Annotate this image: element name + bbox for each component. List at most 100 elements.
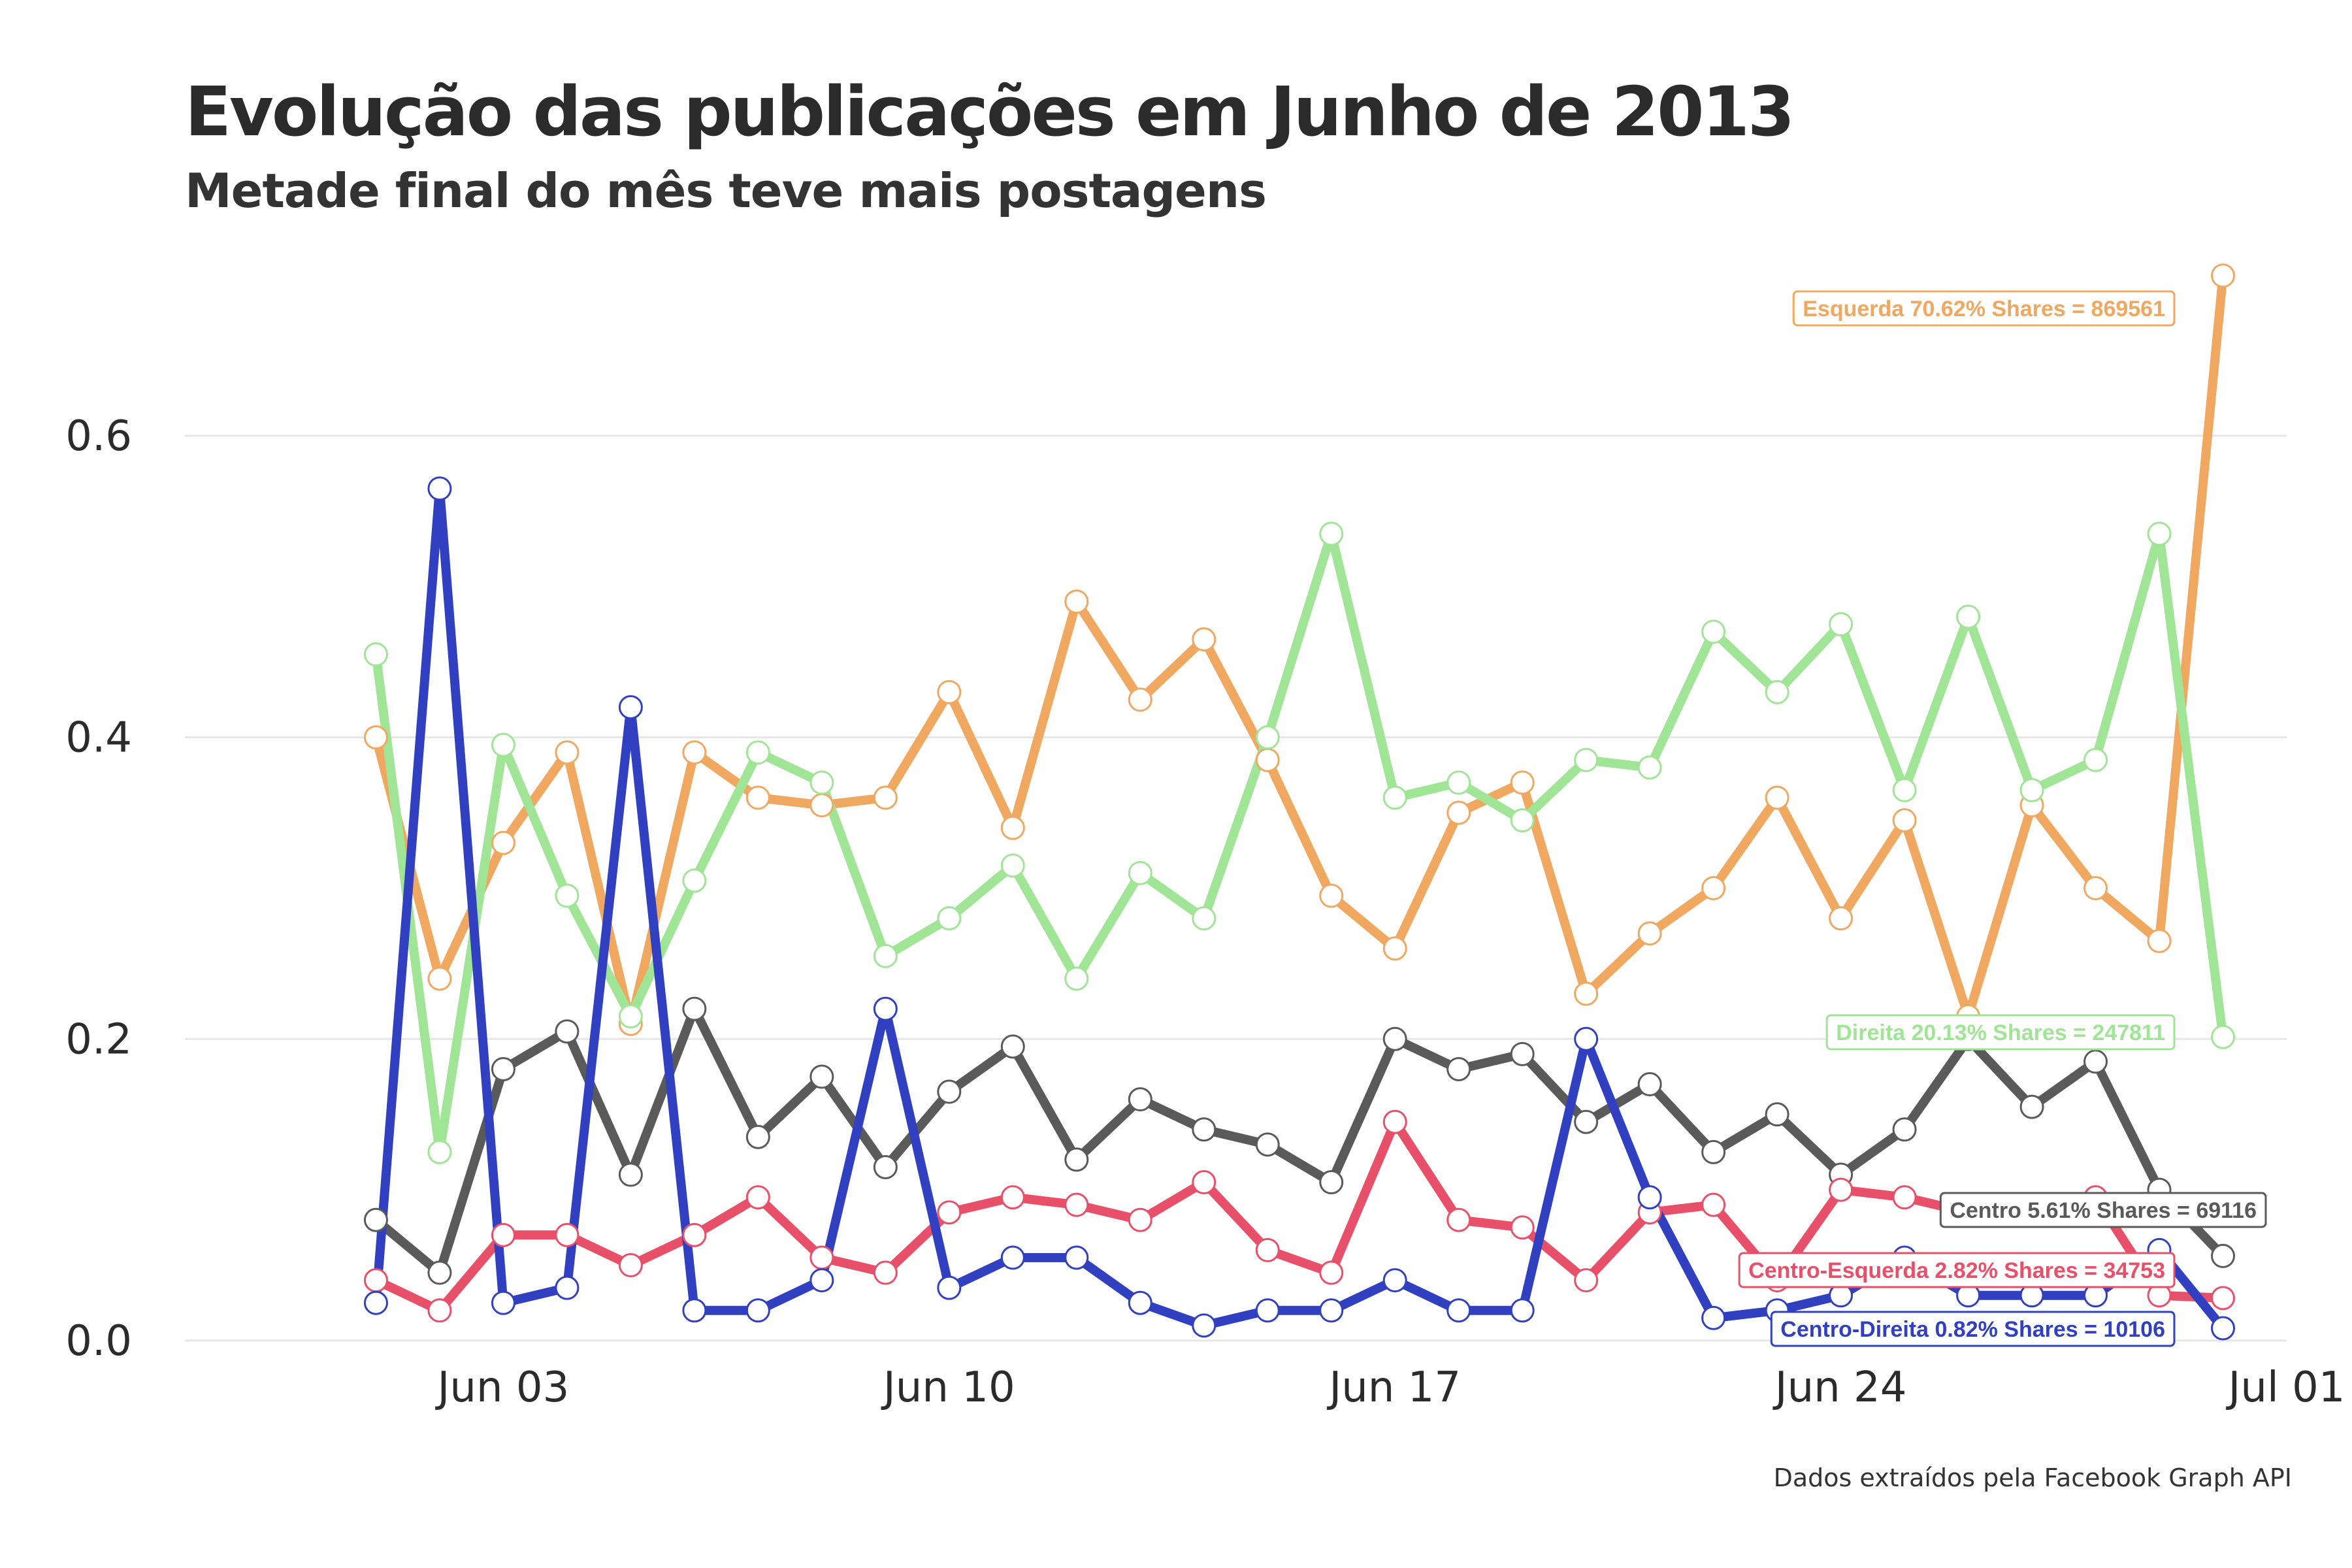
data-point-centro-esquerda (1319, 1260, 1344, 1285)
annotation-label: Centro-Esquerda 2.82% Shares = 34753 (1748, 1258, 2165, 1283)
data-point-direita (2211, 1024, 2236, 1049)
annotation-label: Centro 5.61% Shares = 69116 (1950, 1198, 2257, 1223)
data-point-esquerda (555, 740, 580, 765)
data-point-esquerda (1765, 785, 1789, 810)
data-point-centro-direita (491, 1290, 515, 1315)
data-point-centro-esquerda (555, 1222, 580, 1247)
data-point-direita (1446, 770, 1471, 795)
data-point-centro (2211, 1243, 2236, 1268)
data-point-centro (618, 1162, 643, 1187)
x-axis: Jun 03 Jun 10 Jun 17 Jun 24 Jul 01 (435, 1364, 2345, 1412)
data-point-centro (682, 996, 707, 1021)
data-point-esquerda (2211, 263, 2236, 288)
data-point-esquerda (1319, 883, 1344, 908)
data-point-direita (1319, 521, 1344, 546)
series-line-centro (371, 1004, 2228, 1277)
data-point-centro-esquerda (745, 1185, 770, 1210)
data-point-centro (2019, 1094, 2044, 1119)
y-tick-label: 0.4 (65, 714, 132, 762)
data-point-centro-esquerda (873, 1260, 898, 1285)
data-point-esquerda (363, 725, 388, 750)
data-point-centro-esquerda (1382, 1109, 1407, 1134)
data-point-centro (1000, 1034, 1025, 1059)
data-point-centro-direita (1064, 1245, 1089, 1270)
data-point-centro (555, 1019, 580, 1044)
data-point-centro-direita (427, 476, 452, 501)
data-point-centro (1382, 1026, 1407, 1051)
annotation-box (1792, 290, 2176, 327)
data-point-esquerda (1255, 747, 1280, 772)
data-point-esquerda (491, 830, 515, 855)
data-point-esquerda (2147, 928, 2172, 953)
annotation-centro-direita: Centro-Direita 0.82% Shares = 10106 (1770, 1311, 2176, 1347)
y-tick-label: 0.2 (65, 1015, 132, 1064)
data-point-centro (1765, 1102, 1789, 1127)
data-point-centro-esquerda (1892, 1185, 1917, 1210)
data-point-direita (1255, 725, 1280, 750)
data-point-centro-esquerda (937, 1200, 962, 1225)
data-point-centro (1192, 1117, 1217, 1142)
data-point-centro-direita (1446, 1298, 1471, 1323)
data-point-centro (1510, 1041, 1535, 1066)
data-point-centro-esquerda (1574, 1268, 1599, 1293)
data-point-centro (1637, 1072, 1662, 1097)
data-point-esquerda (745, 785, 770, 810)
annotation-box (1939, 1192, 2267, 1228)
data-point-direita (1829, 612, 1854, 637)
data-point-esquerda (873, 785, 898, 810)
data-point-centro-direita (1319, 1298, 1344, 1323)
x-tick-label: Jul 01 (2226, 1364, 2345, 1412)
y-tick-label: 0.0 (65, 1317, 132, 1365)
data-point-centro-esquerda (2211, 1286, 2236, 1311)
data-point-esquerda (809, 793, 834, 817)
data-point-centro-direita (618, 694, 643, 719)
data-point-centro (1255, 1132, 1280, 1157)
data-point-centro (491, 1056, 515, 1081)
data-point-esquerda (1382, 936, 1407, 961)
data-point-centro (745, 1124, 770, 1149)
data-point-centro (809, 1064, 834, 1089)
annotation-centro: Centro 5.61% Shares = 69116 (1939, 1192, 2267, 1228)
data-point-direita (1574, 747, 1599, 772)
data-point-esquerda (682, 740, 707, 765)
data-point-centro-direita (873, 996, 898, 1021)
data-point-esquerda (1510, 770, 1535, 795)
data-point-centro-direita (1192, 1313, 1217, 1338)
data-point-direita (937, 906, 962, 931)
data-point-esquerda (1128, 687, 1152, 712)
y-axis: 0.0 0.2 0.4 0.6 (65, 412, 132, 1365)
annotation-esquerda: Esquerda 70.62% Shares = 869561 (1792, 290, 2176, 327)
data-point-direita (1192, 906, 1217, 931)
data-point-centro-esquerda (1192, 1170, 1217, 1195)
data-point-centro (873, 1154, 898, 1179)
data-point-centro-direita (1382, 1268, 1407, 1293)
data-point-direita (2019, 777, 2044, 802)
data-point-centro-esquerda (809, 1245, 834, 1270)
data-point-direita (427, 1139, 452, 1164)
data-point-direita (1510, 808, 1535, 833)
data-point-direita (1382, 785, 1407, 810)
data-point-centro-direita (555, 1275, 580, 1300)
data-point-esquerda (1000, 815, 1025, 840)
data-point-direita (809, 770, 834, 795)
data-point-centro (427, 1260, 452, 1285)
data-point-direita (1128, 860, 1152, 885)
annotation-label: Direita 20.13% Shares = 247811 (1836, 1021, 2165, 1045)
data-point-centro-direita (809, 1268, 834, 1293)
data-point-direita (491, 732, 515, 757)
data-point-centro-esquerda (1510, 1215, 1535, 1240)
chart-subtitle: Metade final do mês teve mais postagens (185, 163, 1267, 218)
x-tick-label: Jun 10 (881, 1364, 1015, 1412)
annotation-centro-esquerda: Centro-Esquerda 2.82% Shares = 34753 (1738, 1252, 2176, 1288)
data-point-centro-direita (1128, 1290, 1152, 1315)
data-point-esquerda (2083, 875, 2108, 900)
data-point-centro (1892, 1117, 1917, 1142)
annotation-box (1738, 1252, 2176, 1288)
data-point-centro-esquerda (618, 1253, 643, 1278)
series-line-esquerda (371, 270, 2228, 1029)
data-point-esquerda (1829, 906, 1854, 931)
series-points (363, 263, 2236, 1341)
annotation-label: Esquerda 70.62% Shares = 869561 (1803, 297, 2165, 321)
data-point-centro-esquerda (1255, 1237, 1280, 1262)
